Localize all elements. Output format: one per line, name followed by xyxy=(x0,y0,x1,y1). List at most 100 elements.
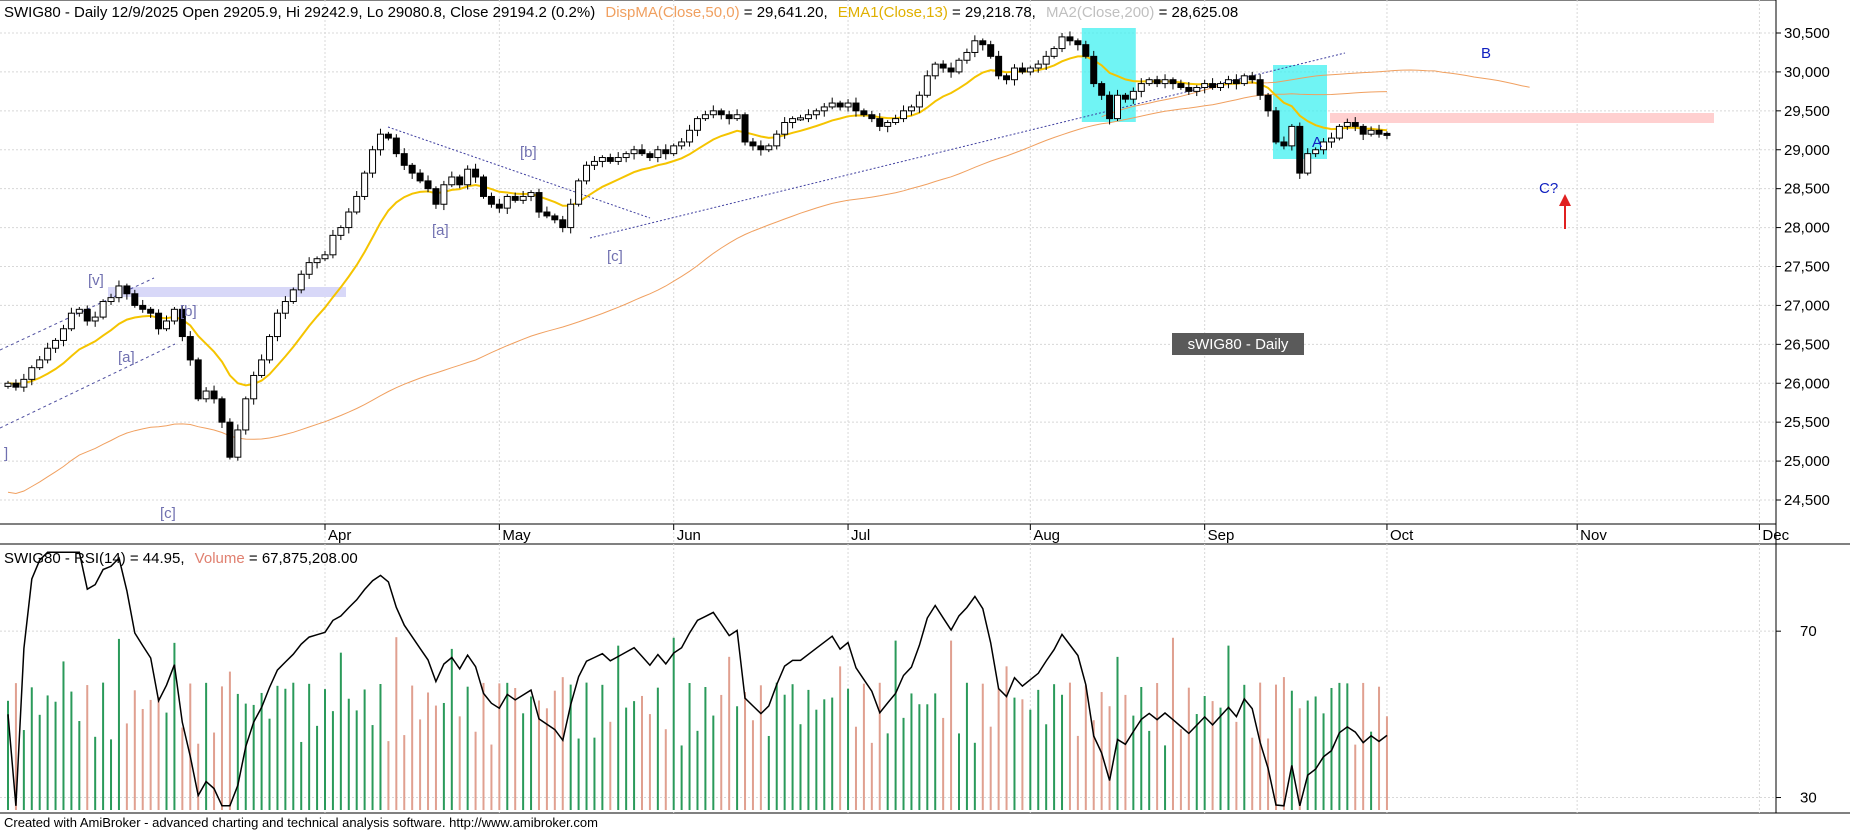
candle-body xyxy=(828,102,836,108)
volume-bar xyxy=(894,640,897,810)
candle-body xyxy=(995,55,1003,77)
candle-body xyxy=(1201,83,1209,88)
volume-bar xyxy=(1171,637,1174,810)
candle-body xyxy=(1217,83,1225,88)
axis-ticks: 24,500 25,000 25,500 26,000 26,500 27,000 27,5… xyxy=(324,25,1830,807)
volume-bar xyxy=(942,717,945,810)
candle-body xyxy=(923,75,931,96)
candle-body xyxy=(503,195,511,209)
candle-body xyxy=(963,51,971,61)
candle-body xyxy=(194,359,202,400)
volume-bar xyxy=(918,704,921,810)
volume-bar xyxy=(1282,677,1285,810)
volume-bar xyxy=(680,745,683,810)
volume-bar xyxy=(7,700,9,810)
volume-bar xyxy=(1235,721,1238,810)
candle-body xyxy=(1288,125,1296,147)
dispma-value: = 29,641.20, xyxy=(744,4,828,21)
volume-bar xyxy=(839,666,842,810)
candle-body xyxy=(59,328,67,341)
volume-bar xyxy=(165,712,168,810)
volume-bar xyxy=(324,689,326,810)
candle-body xyxy=(1185,86,1193,92)
volume-bar xyxy=(284,688,287,810)
volume-bar xyxy=(1013,697,1016,810)
candle-body xyxy=(155,312,163,330)
candle-body xyxy=(1248,75,1256,81)
candle-body xyxy=(353,195,361,213)
candle-body xyxy=(337,227,345,236)
volume-bar xyxy=(1108,706,1111,810)
candle-body xyxy=(1312,149,1320,155)
candle-body xyxy=(4,382,12,387)
volume-bar xyxy=(878,682,881,810)
candle-body xyxy=(1343,122,1351,127)
wave-labels: [v] [a] [b] [c]] [a] [b] [c] A B C? xyxy=(4,45,1558,522)
ma200-label: MA2(Close,200) xyxy=(1046,4,1154,21)
volume-bar xyxy=(1346,683,1349,810)
volume-bar xyxy=(530,696,533,810)
candle-body xyxy=(321,254,329,260)
volume-bar xyxy=(474,731,477,810)
candle-body xyxy=(773,133,781,147)
volume-bar xyxy=(308,683,311,810)
volume-bar xyxy=(110,739,113,810)
candle-body xyxy=(836,102,844,108)
candle-body xyxy=(614,157,622,162)
candle-body xyxy=(1335,125,1343,139)
volume-bar xyxy=(260,692,263,810)
candle-body xyxy=(226,421,234,458)
candle-body xyxy=(1066,36,1074,42)
candle-body xyxy=(1272,110,1280,143)
candle-body xyxy=(218,398,226,423)
candle-body xyxy=(1280,141,1288,147)
volume-bar xyxy=(276,685,279,810)
volume-bar xyxy=(1037,689,1040,810)
candle-body xyxy=(250,374,258,400)
volume-bar xyxy=(934,693,937,810)
candle-body xyxy=(67,312,75,330)
price-tick-label: 26,500 xyxy=(1784,336,1830,353)
volume-bar xyxy=(1362,682,1365,810)
candle-body xyxy=(1121,94,1129,100)
volume-bar xyxy=(117,638,120,810)
candle-body xyxy=(258,359,266,376)
volume-bar xyxy=(910,693,913,810)
candle-body xyxy=(1114,94,1121,120)
candle-body xyxy=(1209,83,1217,88)
price-tick-label: 24,500 xyxy=(1784,492,1830,509)
candle-body xyxy=(448,176,456,186)
candle-body xyxy=(273,312,281,338)
volume-bar xyxy=(736,706,739,810)
candle-body xyxy=(115,285,123,299)
volume-bar xyxy=(371,725,374,810)
candle-body xyxy=(955,59,963,73)
volume-bar xyxy=(1275,684,1277,810)
candle-body xyxy=(812,110,820,116)
volume-bar xyxy=(427,692,430,810)
volume-bar xyxy=(490,744,493,810)
candle-body xyxy=(519,195,527,201)
candle-body xyxy=(297,273,305,291)
candle-body xyxy=(876,118,884,127)
candle-body xyxy=(36,359,44,369)
volume-bar xyxy=(641,695,643,810)
volume-bar xyxy=(553,690,556,810)
volume-bar xyxy=(62,661,65,810)
candle-body xyxy=(907,106,915,112)
candle-body xyxy=(170,308,178,322)
rsi-tick-label: 70 xyxy=(1800,623,1817,640)
candle-body xyxy=(408,164,416,174)
candle-body xyxy=(1351,122,1359,127)
candle-body xyxy=(1026,67,1034,73)
volume-bar xyxy=(181,727,184,810)
candle-body xyxy=(1050,48,1058,57)
volume-bar xyxy=(1045,724,1048,810)
candle-body xyxy=(75,308,83,314)
candle-body xyxy=(551,215,559,221)
wave-label: [b] xyxy=(520,144,537,161)
volume-bar xyxy=(522,713,525,810)
candle-body xyxy=(575,180,583,205)
month-tick-label: Aug xyxy=(1033,527,1060,544)
wave-label: ] xyxy=(4,445,8,462)
